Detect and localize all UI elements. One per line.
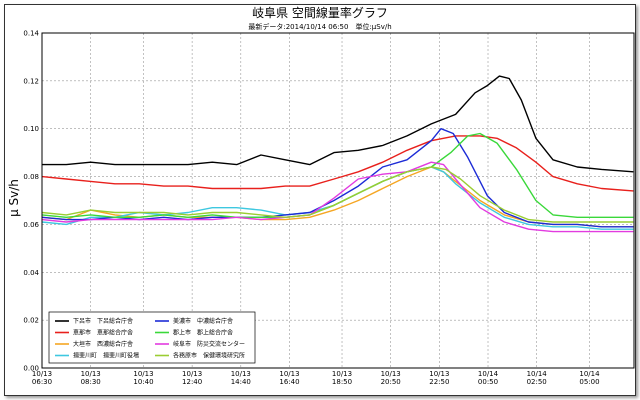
x-tick-time: 20:50 — [381, 378, 401, 386]
legend-entry: 大垣市 西濃総合庁舎 — [73, 340, 133, 348]
x-tick-labels: 10/1306:3010/1308:3010/1310:4010/1312:40… — [32, 370, 600, 386]
y-tick-label: 0.12 — [23, 77, 39, 85]
series-lines — [41, 75, 634, 233]
series-line-1 — [41, 135, 634, 192]
y-tick-label: 0.02 — [23, 317, 39, 325]
x-tick-time: 22:50 — [429, 378, 449, 386]
legend-entry: 郡上市 郡上総合庁舎 — [173, 329, 233, 337]
y-tick-label: 0.04 — [23, 269, 39, 277]
x-tick-time: 16:40 — [279, 378, 299, 386]
x-tick-date: 10/13 — [81, 370, 101, 378]
legend-box — [48, 311, 256, 364]
x-tick-time: 12:40 — [182, 378, 202, 386]
y-axis-label: μ Sv/h — [7, 179, 21, 217]
x-tick-date: 10/13 — [429, 370, 449, 378]
x-tick-date: 10/13 — [381, 370, 401, 378]
x-tick-time: 06:30 — [32, 378, 52, 386]
y-tick-label: 0.00 — [23, 365, 39, 373]
x-tick-date: 10/13 — [32, 370, 52, 378]
y-tick-label: 0.06 — [23, 221, 39, 229]
y-tick-labels: 0.00 0.02 0.04 0.06 0.08 0.10 0.12 0.14 — [23, 30, 39, 373]
legend-entry: 揖斐川町 揖斐川町役場 — [73, 352, 139, 360]
chart-title: 岐阜県 空間線量率グラフ — [252, 5, 388, 20]
legend-entry: 岐阜市 防災交流センター — [173, 340, 245, 348]
y-tick-label: 0.08 — [23, 173, 39, 181]
plot-area-border — [41, 32, 635, 369]
legend-entry: 下呂市 下呂総合庁舎 — [73, 317, 133, 325]
legend-entry: 恵那市 恵那総合庁舎 — [73, 329, 133, 337]
series-line-5 — [41, 132, 634, 219]
x-tick-date: 10/14 — [579, 370, 600, 378]
legend-entry: 美濃市 中濃総合庁舎 — [173, 317, 233, 325]
x-tick-date: 10/13 — [182, 370, 202, 378]
series-line-6 — [41, 161, 634, 233]
y-tick-label: 0.14 — [23, 30, 39, 38]
y-tick-label: 0.10 — [23, 125, 39, 133]
x-tick-date: 10/14 — [527, 370, 548, 378]
x-tick-time: 02:50 — [527, 378, 547, 386]
series-line-4 — [41, 127, 634, 228]
x-tick-date: 10/13 — [279, 370, 299, 378]
x-tick-date: 10/13 — [133, 370, 153, 378]
series-line-0 — [42, 75, 634, 173]
x-tick-time: 18:50 — [332, 378, 352, 386]
chart-subtitle: 最新データ:2014/10/14 06:50 単位:μSv/h — [248, 22, 391, 31]
x-tick-time: 10:40 — [133, 378, 153, 386]
legend-entry: 各務原市 保健環境研究所 — [173, 352, 245, 360]
x-tick-date: 10/13 — [231, 370, 251, 378]
x-tick-date: 10/13 — [332, 370, 352, 378]
x-tick-date: 10/14 — [478, 370, 499, 378]
x-tick-time: 05:00 — [579, 378, 599, 386]
x-tick-time: 08:30 — [81, 378, 101, 386]
x-tick-time: 00:50 — [478, 378, 498, 386]
x-tick-time: 14:40 — [231, 378, 251, 386]
series-line-7 — [41, 166, 634, 223]
